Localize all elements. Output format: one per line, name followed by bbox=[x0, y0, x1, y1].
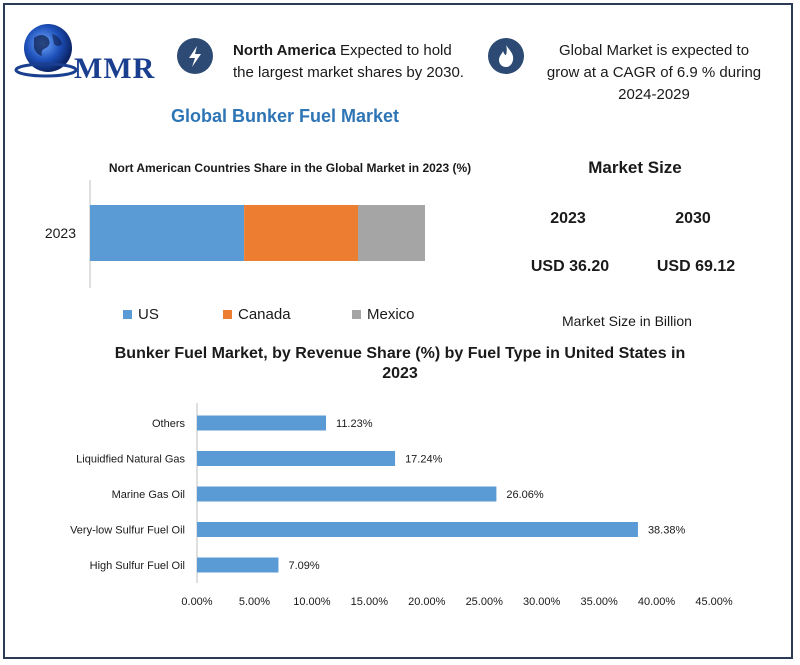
market-size-value-2030: USD 69.12 bbox=[656, 258, 736, 275]
hbar-category-label: High Sulfur Fuel Oil bbox=[90, 560, 185, 572]
logo-text: MMR bbox=[74, 52, 156, 85]
hbar-value-label: 7.09% bbox=[288, 560, 319, 572]
lightning-icon bbox=[177, 38, 213, 74]
legend-us-label: US bbox=[138, 306, 159, 323]
stacked-chart-title: Nort American Countries Share in the Glo… bbox=[108, 161, 472, 175]
fuel-type-chart-title: Bunker Fuel Market, by Revenue Share (%)… bbox=[114, 345, 686, 382]
info-left-text: North America Expected to hold the large… bbox=[233, 40, 473, 84]
hbar-category-label: Others bbox=[152, 418, 186, 430]
hbar-x-tick-label: 30.00% bbox=[523, 596, 561, 608]
stacked-bar-us bbox=[90, 205, 245, 261]
legend-canada-swatch bbox=[223, 310, 232, 319]
outer-frame bbox=[3, 3, 793, 659]
market-size-note: Market Size in Billion bbox=[562, 313, 692, 329]
hbar-category-label: Very-low Sulfur Fuel Oil bbox=[70, 525, 185, 537]
hbar-x-tick-label: 35.00% bbox=[580, 596, 618, 608]
hbar-x-tick-label: 15.00% bbox=[351, 596, 389, 608]
legend-mexico-label: Mexico bbox=[367, 306, 415, 323]
flame-icon bbox=[488, 38, 524, 74]
legend-canada-label: Canada bbox=[238, 306, 291, 323]
info-right-text: Global Market is expected to grow at a C… bbox=[546, 42, 762, 103]
hbar-x-tick-label: 0.00% bbox=[181, 596, 212, 608]
stacked-bar-mexico bbox=[358, 205, 425, 261]
hbar-value-label: 11.23% bbox=[336, 418, 373, 430]
stacked-bar-canada bbox=[244, 205, 358, 261]
legend-canada: Canada bbox=[223, 306, 291, 323]
legend-mexico-swatch bbox=[352, 310, 361, 319]
hbar-category-label: Marine Gas Oil bbox=[112, 489, 185, 501]
hbar-x-tick-label: 10.00% bbox=[293, 596, 331, 608]
legend-us-swatch bbox=[123, 310, 132, 319]
hbar-bar bbox=[197, 415, 327, 431]
hbar-x-tick-label: 40.00% bbox=[638, 596, 676, 608]
hbar-category-label: Liquidfied Natural Gas bbox=[76, 454, 185, 466]
info-left-rest: Expected to hold the largest market shar… bbox=[233, 42, 464, 81]
legend-mexico: Mexico bbox=[352, 306, 415, 323]
hbar-x-tick-label: 5.00% bbox=[239, 596, 270, 608]
hbar-bar bbox=[197, 451, 396, 466]
hbar-x-tick-label: 20.00% bbox=[408, 596, 446, 608]
hbar-value-label: 26.06% bbox=[506, 489, 544, 501]
market-size-heading: Market Size bbox=[588, 158, 682, 177]
info-left-strong: North America bbox=[233, 42, 336, 59]
fuel-type-bar-chart: Others 11.23% Liquidfied Natural Gas 17.24%… bbox=[70, 403, 733, 608]
hbar-bar bbox=[197, 522, 638, 537]
hbar-value-label: 17.24% bbox=[405, 454, 443, 466]
globe-logo-icon bbox=[14, 24, 78, 78]
stacked-category-label: 2023 bbox=[45, 225, 76, 241]
market-size-year-2030: 2030 bbox=[675, 210, 711, 227]
hbar-value-label: 38.38% bbox=[648, 525, 686, 537]
legend-us: US bbox=[123, 306, 159, 323]
main-title: Global Bunker Fuel Market bbox=[170, 106, 400, 126]
market-size-year-2023: 2023 bbox=[550, 210, 586, 227]
hbar-x-tick-label: 25.00% bbox=[466, 596, 504, 608]
hbar-bar bbox=[197, 486, 497, 502]
hbar-bar bbox=[197, 557, 279, 573]
market-size-value-2023: USD 36.20 bbox=[530, 258, 610, 275]
stacked-bar-chart: 2023 bbox=[45, 180, 425, 288]
hbar-x-tick-label: 45.00% bbox=[695, 596, 733, 608]
